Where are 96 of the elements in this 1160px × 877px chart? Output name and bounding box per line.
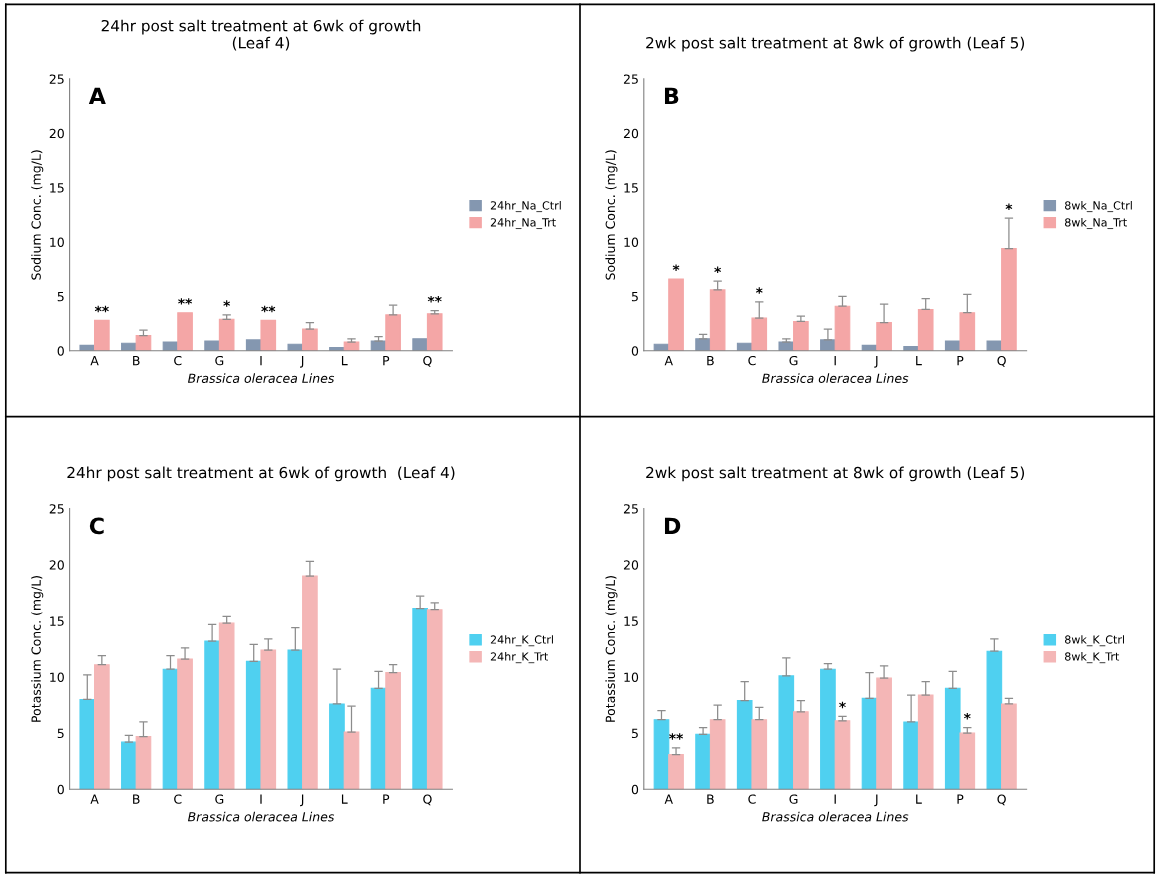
y-tick-label: 25 bbox=[49, 504, 64, 514]
y-tick-label: 0 bbox=[631, 346, 639, 356]
x-tick-label: P bbox=[383, 356, 390, 366]
y-tick-label: 10 bbox=[624, 672, 639, 682]
y-tick-label: 5 bbox=[631, 728, 638, 739]
x-tick-label: B bbox=[133, 794, 140, 804]
x-tick-label: G bbox=[789, 355, 798, 366]
annotation: D bbox=[664, 517, 681, 534]
y-tick-label: 15 bbox=[624, 616, 638, 626]
x-tick-label: A bbox=[664, 794, 673, 804]
x-tick-label: Q bbox=[997, 355, 1006, 367]
x-axis-title: Brassica oleracea Lines bbox=[762, 811, 909, 822]
y-axis-title: Potassium Conc. (mg/L) bbox=[605, 576, 618, 722]
x-tick-label: C bbox=[748, 355, 756, 366]
y-tick-label: 20 bbox=[49, 128, 64, 139]
data-label: * bbox=[714, 266, 722, 274]
x-tick-label: L bbox=[341, 356, 348, 366]
legend-label: 8wk_Na_Ctrl bbox=[1065, 201, 1132, 213]
x-axis-title: Brassica oleracea Lines bbox=[762, 373, 909, 383]
annotation: A bbox=[88, 87, 106, 104]
x-tick-label: Q bbox=[423, 355, 432, 367]
y-tick-label: 10 bbox=[50, 237, 64, 247]
x-tick-label: J bbox=[300, 356, 304, 368]
x-tick-label: A bbox=[90, 794, 99, 804]
x-tick-label: I bbox=[834, 794, 836, 804]
y-tick-label: 0 bbox=[631, 784, 639, 795]
chart-title: 2wk post salt treatment at 8wk of growth (Leaf 5) bbox=[646, 466, 1025, 482]
y-tick-label: 10 bbox=[50, 672, 64, 682]
y-tick-label: 25 bbox=[49, 74, 64, 84]
y-tick-label: 5 bbox=[57, 292, 64, 302]
y-tick-label: 20 bbox=[49, 560, 64, 570]
y-tick-label: 25 bbox=[623, 74, 638, 84]
x-tick-label: L bbox=[916, 794, 922, 804]
x-tick-label: I bbox=[260, 794, 262, 804]
legend-label: 8wk_K_Trt bbox=[1065, 652, 1120, 664]
y-axis-title: Potassium Conc. (mg/L) bbox=[31, 576, 44, 722]
x-tick-label: P bbox=[383, 794, 390, 804]
annotation: C bbox=[89, 517, 104, 535]
x-tick-label: B bbox=[707, 356, 714, 366]
data-label: ** bbox=[94, 305, 109, 313]
x-tick-label: C bbox=[174, 355, 182, 366]
x-tick-label: P bbox=[957, 356, 964, 366]
x-tick-label: L bbox=[341, 794, 348, 804]
y-tick-label: 15 bbox=[50, 183, 64, 193]
y-tick-label: 10 bbox=[624, 237, 639, 247]
x-tick-label: G bbox=[215, 355, 224, 366]
legend-label: 24hr_K_Trt bbox=[490, 652, 549, 664]
x-tick-label: Q bbox=[997, 794, 1006, 806]
data-label: * bbox=[839, 701, 846, 709]
x-axis-title: Brassica oleracea Lines bbox=[187, 373, 335, 383]
data-label: ** bbox=[427, 295, 442, 303]
y-tick-label: 0 bbox=[57, 346, 64, 356]
y-tick-label: 25 bbox=[623, 504, 638, 514]
x-tick-label: A bbox=[90, 356, 99, 366]
data-label: * bbox=[672, 264, 680, 271]
x-tick-label: J bbox=[874, 794, 878, 807]
data-label: ** bbox=[178, 298, 193, 305]
annotation: B bbox=[664, 87, 679, 104]
data-label: * bbox=[755, 287, 763, 294]
y-axis-title: Sodium Conc. (mg/L) bbox=[31, 150, 44, 280]
x-tick-label: C bbox=[174, 794, 182, 804]
y-tick-label: 15 bbox=[50, 616, 64, 626]
y-axis-title: Sodium Conc. (mg/L) bbox=[605, 150, 618, 280]
x-tick-label: G bbox=[215, 794, 224, 804]
x-tick-label: I bbox=[260, 356, 262, 366]
legend-label: 8wk_K_Ctrl bbox=[1065, 635, 1124, 647]
legend-label: 24hr_Na_Trt bbox=[490, 217, 556, 230]
x-tick-label: Q bbox=[423, 794, 432, 806]
data-label: * bbox=[223, 300, 231, 307]
x-axis-title: Brassica oleracea Lines bbox=[187, 811, 335, 822]
chart-title: 24hr post salt treatment at 6wk of growth (Leaf 4) bbox=[67, 466, 455, 482]
chart-title: 24hr post salt treatment at 6wk of growth (Leaf 4) bbox=[101, 19, 421, 51]
x-tick-label: P bbox=[957, 794, 964, 804]
x-tick-label: A bbox=[664, 356, 673, 366]
x-tick-label: J bbox=[874, 356, 878, 368]
legend-label: 8wk_Na_Trt bbox=[1065, 217, 1127, 230]
data-label: * bbox=[963, 712, 971, 720]
data-label: ** bbox=[669, 733, 684, 740]
x-tick-label: J bbox=[300, 794, 304, 807]
y-tick-label: 0 bbox=[57, 784, 64, 795]
legend-label: 24hr_Na_Ctrl bbox=[490, 201, 561, 213]
x-tick-label: C bbox=[748, 794, 756, 804]
x-tick-label: B bbox=[707, 794, 714, 804]
x-tick-label: I bbox=[834, 356, 836, 366]
data-label: * bbox=[1005, 203, 1013, 210]
x-tick-label: B bbox=[133, 356, 140, 366]
y-tick-label: 20 bbox=[623, 560, 639, 570]
legend-label: 24hr_K_Ctrl bbox=[490, 635, 553, 647]
data-label: ** bbox=[261, 305, 276, 313]
x-tick-label: L bbox=[916, 356, 922, 366]
y-tick-label: 20 bbox=[623, 128, 639, 139]
y-tick-label: 5 bbox=[631, 292, 638, 302]
x-tick-label: G bbox=[789, 794, 798, 804]
y-tick-label: 15 bbox=[624, 183, 638, 193]
chart-title: 2wk post salt treatment at 8wk of growth (Leaf 5) bbox=[646, 36, 1025, 52]
y-tick-label: 5 bbox=[57, 728, 64, 739]
